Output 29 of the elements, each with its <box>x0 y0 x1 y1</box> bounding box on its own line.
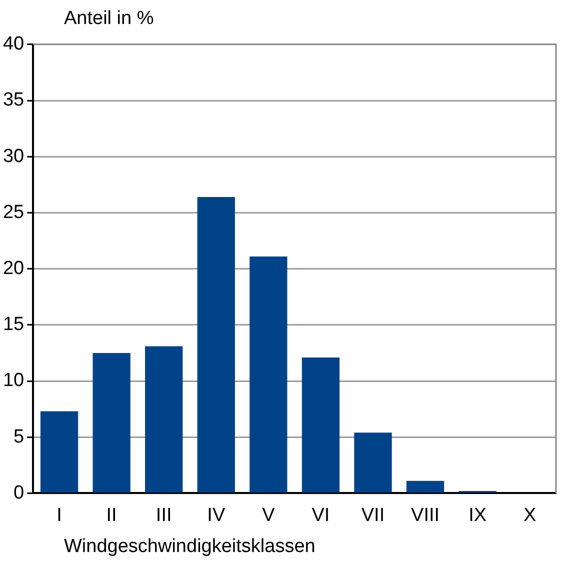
y-tick-label: 5 <box>14 426 24 448</box>
x-axis-title: Windgeschwindigkeitsklassen <box>64 536 316 558</box>
x-tick-label: V <box>262 504 276 526</box>
bar <box>145 346 183 492</box>
y-tick-label: 30 <box>2 146 24 167</box>
x-tick-label: IX <box>468 504 487 526</box>
y-axis-title: Anteil in % <box>64 8 154 30</box>
y-tick-label: 40 <box>2 34 24 55</box>
x-tick-label: III <box>156 504 172 526</box>
x-tick-label: IV <box>207 504 226 526</box>
x-tick-label: X <box>524 504 537 526</box>
y-tick-label: 15 <box>2 314 24 336</box>
y-tick-label: 10 <box>2 370 24 392</box>
y-tick-label: 0 <box>14 482 24 504</box>
bar <box>406 480 444 492</box>
x-tick-label: VI <box>312 504 330 526</box>
x-tick-label: VII <box>361 504 385 526</box>
bar <box>197 196 235 492</box>
x-tick-label: VIII <box>411 504 440 526</box>
bar <box>302 357 340 492</box>
bar <box>354 432 392 492</box>
bar <box>92 352 130 492</box>
x-tick-label: II <box>106 504 117 526</box>
bar <box>40 411 78 492</box>
y-tick-label: 20 <box>2 258 24 280</box>
y-tick-label: 35 <box>2 90 24 111</box>
x-tick-label: I <box>56 504 62 526</box>
y-tick-label: 25 <box>2 202 24 223</box>
bar <box>250 256 288 492</box>
